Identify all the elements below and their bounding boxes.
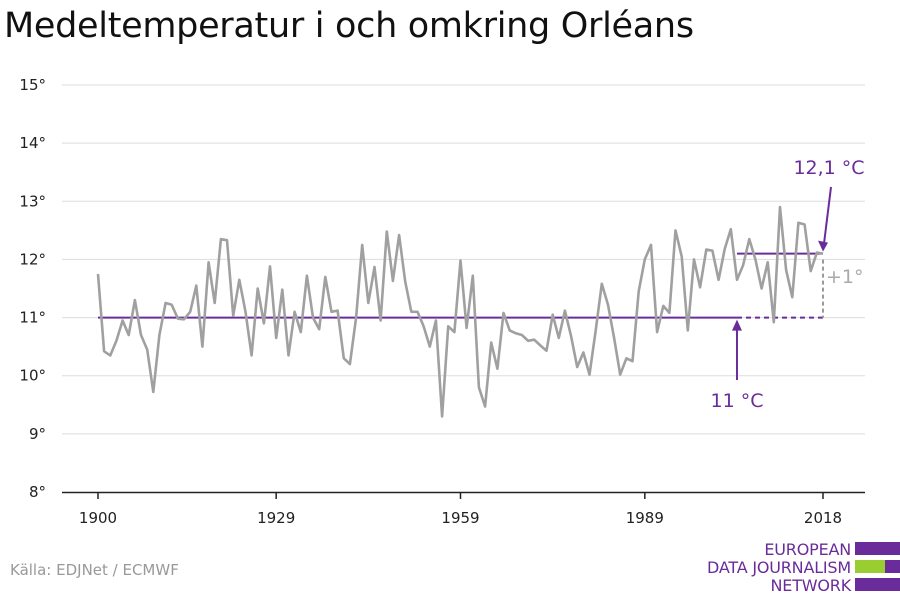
y-axis-ticks: 15° 14° 13° 12° 11° 10° 9° 8° xyxy=(19,76,46,501)
x-tick-label: 1929 xyxy=(257,509,295,527)
annotations: 12,1 °C 11 °C +1° xyxy=(710,157,864,412)
y-tick-label: 13° xyxy=(19,192,46,210)
x-tick-label: 1900 xyxy=(79,509,117,527)
y-tick-label: 9° xyxy=(29,425,46,443)
grid-lines xyxy=(62,84,865,435)
y-tick-label: 11° xyxy=(19,309,46,327)
x-axis: 1900 1929 1959 1989 2018 xyxy=(62,491,865,527)
y-tick-label: 10° xyxy=(19,367,46,385)
recent-arrow-shaft xyxy=(823,186,832,244)
difference-label: +1° xyxy=(826,266,864,288)
recent-arrow-head xyxy=(818,240,828,252)
y-tick-label: 12° xyxy=(19,250,46,268)
source-note: Källa: EDJNet / ECMWF xyxy=(10,561,179,579)
x-tick-label: 1959 xyxy=(441,509,479,527)
chart-title: Medeltemperatur i och omkring Orléans xyxy=(4,6,694,46)
edjnet-logo: EUROPEAN DATA JOURNALISM NETWORK xyxy=(700,540,900,600)
logo-bar-purple-top xyxy=(855,542,900,555)
temperature-line xyxy=(96,205,824,418)
logo-bar-green xyxy=(855,560,885,573)
x-tick-label: 2018 xyxy=(804,509,842,527)
y-tick-label: 15° xyxy=(19,76,46,94)
y-tick-label: 14° xyxy=(19,134,46,152)
baseline-label: 11 °C xyxy=(710,390,763,412)
x-tick-label: 1989 xyxy=(626,509,664,527)
temperature-series xyxy=(96,205,824,418)
baseline-arrow-head xyxy=(731,319,742,331)
line-chart: 15° 14° 13° 12° 11° 10° 9° 8° 1900 1929 1959 1989 2… xyxy=(19,76,865,527)
y-tick-label: 8° xyxy=(29,483,46,501)
recent-average-label: 12,1 °C xyxy=(793,157,864,179)
logo-line-2: DATA JOURNALISM xyxy=(707,558,851,577)
logo-line-1: EUROPEAN xyxy=(764,540,851,559)
logo-line-3: NETWORK xyxy=(770,576,852,595)
logo-bar-purple-mid xyxy=(885,560,900,573)
logo-bar-purple-bottom xyxy=(855,578,900,591)
